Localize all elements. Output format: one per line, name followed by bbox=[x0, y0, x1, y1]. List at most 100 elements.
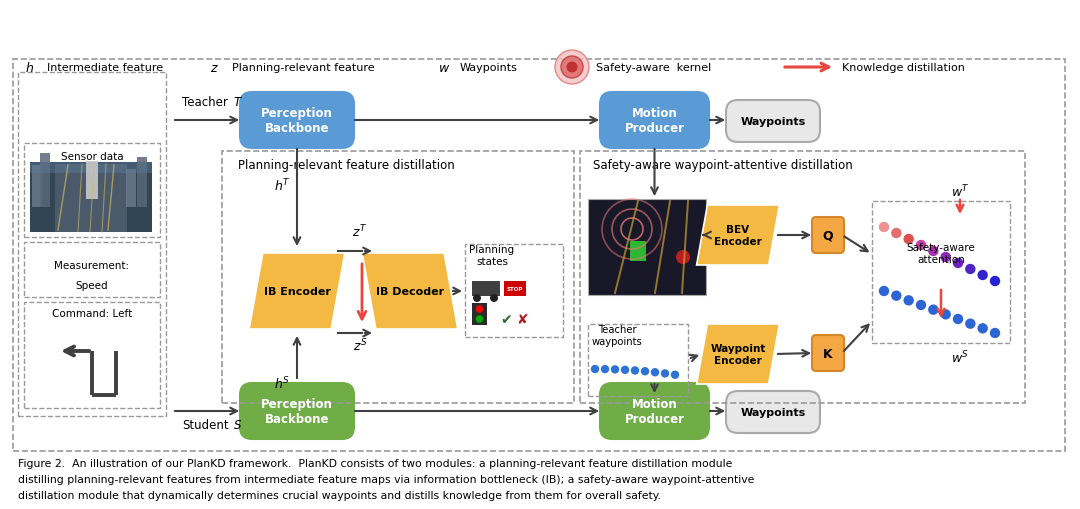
Text: Figure 2.  An illustration of our PlanKD framework.  PlanKD consists of two modu: Figure 2. An illustration of our PlanKD … bbox=[18, 458, 732, 468]
Circle shape bbox=[611, 365, 619, 374]
FancyBboxPatch shape bbox=[726, 391, 820, 433]
Text: $S$: $S$ bbox=[233, 419, 242, 432]
Bar bbox=[30, 163, 152, 233]
Text: $z$: $z$ bbox=[210, 62, 219, 74]
Polygon shape bbox=[697, 206, 780, 266]
Text: Command: Left: Command: Left bbox=[52, 308, 132, 318]
Text: Teacher: Teacher bbox=[183, 95, 228, 108]
Text: distillation module that dynamically determines crucial waypoints and distills k: distillation module that dynamically det… bbox=[18, 490, 661, 500]
Text: $z^T$: $z^T$ bbox=[352, 223, 367, 240]
Text: Planning
states: Planning states bbox=[470, 245, 514, 266]
Bar bbox=[13, 60, 1065, 451]
Text: Safety-aware
attention: Safety-aware attention bbox=[906, 243, 975, 264]
Bar bbox=[32, 165, 42, 208]
FancyBboxPatch shape bbox=[600, 93, 708, 149]
Circle shape bbox=[475, 316, 484, 323]
Text: IB Encoder: IB Encoder bbox=[264, 287, 330, 296]
Polygon shape bbox=[697, 324, 780, 384]
Circle shape bbox=[953, 258, 963, 269]
Text: Knowledge distillation: Knowledge distillation bbox=[842, 63, 964, 73]
Text: Motion
Producer: Motion Producer bbox=[624, 107, 685, 135]
Text: Safety-aware waypoint-attentive distillation: Safety-aware waypoint-attentive distilla… bbox=[593, 159, 853, 172]
Circle shape bbox=[941, 252, 950, 263]
Text: $h^T$: $h^T$ bbox=[273, 177, 291, 194]
Text: $T$: $T$ bbox=[233, 95, 243, 108]
Circle shape bbox=[941, 309, 950, 320]
Circle shape bbox=[567, 63, 578, 73]
Circle shape bbox=[473, 294, 481, 302]
Text: Waypoint
Encoder: Waypoint Encoder bbox=[711, 344, 766, 365]
Text: Waypoints: Waypoints bbox=[741, 407, 806, 417]
FancyBboxPatch shape bbox=[726, 101, 820, 143]
Bar bbox=[24, 302, 160, 408]
Bar bbox=[24, 144, 160, 238]
Text: K: K bbox=[823, 347, 833, 360]
Circle shape bbox=[977, 270, 988, 280]
Circle shape bbox=[966, 319, 975, 329]
Text: ✔: ✔ bbox=[500, 313, 512, 326]
Text: $w$: $w$ bbox=[438, 62, 450, 74]
Circle shape bbox=[966, 264, 975, 275]
Bar bbox=[472, 281, 500, 296]
Circle shape bbox=[928, 246, 939, 257]
Text: ✘: ✘ bbox=[516, 313, 528, 326]
Circle shape bbox=[651, 369, 659, 377]
Bar bbox=[630, 242, 646, 262]
Bar bbox=[126, 169, 136, 208]
Bar bbox=[30, 163, 152, 174]
Circle shape bbox=[561, 57, 583, 79]
Text: IB Decoder: IB Decoder bbox=[376, 287, 444, 296]
Circle shape bbox=[989, 276, 1000, 287]
FancyBboxPatch shape bbox=[600, 383, 708, 439]
Circle shape bbox=[621, 366, 630, 374]
Bar bbox=[86, 162, 98, 200]
Bar bbox=[588, 200, 706, 295]
Text: Student: Student bbox=[183, 419, 229, 432]
Circle shape bbox=[671, 371, 679, 379]
Bar bbox=[40, 154, 50, 208]
Bar bbox=[55, 165, 127, 233]
Circle shape bbox=[631, 366, 639, 375]
Polygon shape bbox=[362, 253, 458, 329]
Text: Speed: Speed bbox=[76, 280, 108, 291]
Circle shape bbox=[676, 250, 690, 265]
FancyBboxPatch shape bbox=[240, 93, 354, 149]
Circle shape bbox=[640, 367, 649, 376]
Circle shape bbox=[977, 324, 988, 334]
Circle shape bbox=[555, 51, 589, 85]
Circle shape bbox=[891, 291, 902, 301]
Text: $z^S$: $z^S$ bbox=[353, 337, 367, 354]
Text: Waypoints: Waypoints bbox=[741, 117, 806, 127]
Text: Planning-relevant feature distillation: Planning-relevant feature distillation bbox=[238, 159, 455, 172]
Circle shape bbox=[600, 365, 609, 374]
Circle shape bbox=[989, 328, 1000, 338]
Bar bbox=[872, 202, 1010, 344]
Text: Q: Q bbox=[823, 229, 834, 242]
Bar bbox=[580, 152, 1025, 403]
Circle shape bbox=[928, 305, 939, 315]
FancyBboxPatch shape bbox=[812, 335, 843, 371]
Text: $h^S$: $h^S$ bbox=[274, 375, 291, 391]
Text: distilling planning-relevant features from intermediate feature maps via informa: distilling planning-relevant features fr… bbox=[18, 474, 754, 484]
Circle shape bbox=[661, 370, 670, 378]
Bar bbox=[30, 163, 152, 233]
Bar bbox=[137, 158, 147, 208]
Text: STOP: STOP bbox=[507, 287, 523, 292]
Circle shape bbox=[916, 240, 927, 251]
Text: Waypoints: Waypoints bbox=[460, 63, 518, 73]
Circle shape bbox=[904, 234, 914, 245]
Text: Intermediate feature: Intermediate feature bbox=[48, 63, 163, 73]
FancyBboxPatch shape bbox=[812, 217, 843, 253]
Text: $w^S$: $w^S$ bbox=[951, 349, 969, 365]
Bar bbox=[504, 281, 526, 296]
Text: Perception
Backbone: Perception Backbone bbox=[261, 107, 333, 135]
Circle shape bbox=[879, 286, 889, 297]
Bar bbox=[588, 324, 688, 396]
Circle shape bbox=[891, 229, 902, 239]
Text: BEV
Encoder: BEV Encoder bbox=[714, 225, 761, 246]
Polygon shape bbox=[249, 253, 345, 329]
Bar bbox=[24, 242, 160, 297]
Text: Safety-aware  kernel: Safety-aware kernel bbox=[596, 63, 712, 73]
Circle shape bbox=[904, 296, 914, 306]
Text: Motion
Producer: Motion Producer bbox=[624, 397, 685, 425]
